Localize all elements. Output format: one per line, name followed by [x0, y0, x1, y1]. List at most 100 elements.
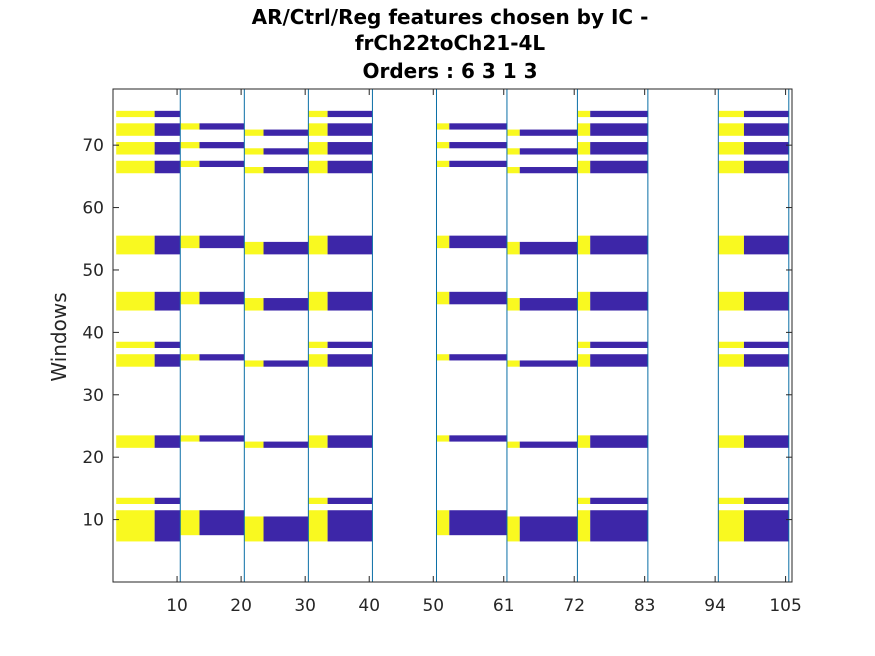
- heatmap-cells: [116, 110, 789, 542]
- heatmap-cell-blue: [327, 341, 373, 348]
- heatmap-cell-blue: [154, 510, 181, 542]
- heatmap-cell-yellow: [244, 241, 264, 255]
- heatmap-cell-blue: [590, 497, 648, 504]
- heatmap-cell-yellow: [577, 142, 591, 155]
- heatmap-cell-blue: [743, 110, 789, 118]
- heatmap-cell-blue: [590, 110, 648, 118]
- heatmap-cell-blue: [743, 435, 789, 448]
- x-tick-label: 105: [769, 596, 801, 616]
- heatmap-cell-blue: [449, 235, 507, 249]
- heatmap-cell-blue: [590, 291, 648, 311]
- heatmap-cell-blue: [327, 291, 373, 311]
- heatmap-cell-blue: [327, 142, 373, 155]
- heatmap-cell-yellow: [244, 441, 264, 448]
- heatmap-cell-yellow: [180, 160, 200, 168]
- x-tick-label: 72: [563, 596, 585, 616]
- heatmap-cell-yellow: [718, 291, 744, 311]
- heatmap-cell-blue: [199, 142, 245, 149]
- heatmap-cell-yellow: [577, 510, 591, 542]
- heatmap-cell-blue: [519, 441, 578, 448]
- column-separators: [179, 89, 790, 582]
- heatmap-cell-yellow: [308, 497, 328, 504]
- y-axis-label: Windows: [47, 292, 71, 381]
- heatmap-cell-yellow: [244, 148, 264, 155]
- heatmap-cell-blue: [199, 510, 245, 536]
- heatmap-cell-yellow: [506, 441, 520, 448]
- heatmap-cell-yellow: [116, 142, 155, 155]
- y-tick-label: 60: [82, 199, 104, 219]
- heatmap-cell-blue: [519, 360, 578, 367]
- heatmap-cell-yellow: [244, 360, 264, 367]
- heatmap-cell-yellow: [436, 291, 450, 305]
- x-tick-label: 50: [422, 596, 444, 616]
- plot-box: [112, 88, 793, 583]
- heatmap-cell-yellow: [436, 123, 450, 130]
- heatmap-cell-yellow: [116, 341, 155, 348]
- heatmap-cell-yellow: [436, 142, 450, 149]
- heatmap-cell-blue: [449, 510, 507, 536]
- heatmap-cell-blue: [199, 354, 245, 361]
- heatmap-cell-blue: [199, 291, 245, 305]
- heatmap-cell-yellow: [718, 497, 744, 504]
- heatmap-cell-blue: [327, 123, 373, 136]
- heatmap-cell-yellow: [577, 354, 591, 367]
- heatmap-cell-yellow: [308, 354, 328, 367]
- heatmap-cell-yellow: [718, 510, 744, 542]
- heatmap-cell-yellow: [718, 110, 744, 118]
- x-tick-label: 30: [294, 596, 316, 616]
- heatmap-cell-blue: [327, 435, 373, 448]
- heatmap-cell-blue: [199, 235, 245, 249]
- heatmap-cell-yellow: [577, 435, 591, 448]
- heatmap-cell-yellow: [116, 354, 155, 367]
- heatmap-cell-blue: [519, 241, 578, 255]
- heatmap-cell-yellow: [180, 142, 200, 149]
- heatmap-cell-blue: [519, 148, 578, 155]
- heatmap-cell-blue: [519, 129, 578, 136]
- y-tick-label: 30: [82, 386, 104, 406]
- heatmap-cell-blue: [590, 435, 648, 448]
- heatmap-cell-yellow: [506, 167, 520, 174]
- heatmap-cell-yellow: [308, 341, 328, 348]
- heatmap-cell-blue: [199, 160, 245, 168]
- heatmap-cell-yellow: [577, 341, 591, 348]
- heatmap-cell-yellow: [577, 110, 591, 118]
- y-tick-label: 40: [82, 323, 104, 343]
- y-tick-label: 50: [82, 261, 104, 281]
- heatmap-cell-blue: [154, 160, 181, 174]
- heatmap-cell-blue: [327, 497, 373, 504]
- heatmap-cell-yellow: [577, 291, 591, 311]
- heatmap-cell-blue: [263, 360, 309, 367]
- heatmap-cell-yellow: [308, 123, 328, 136]
- chart-title-line-3: Orders : 6 3 1 3: [363, 59, 538, 83]
- heatmap-cell-yellow: [436, 235, 450, 249]
- heatmap-cell-blue: [590, 160, 648, 174]
- heatmap-cell-blue: [743, 510, 789, 542]
- heatmap-cell-yellow: [308, 142, 328, 155]
- heatmap-cell-blue: [590, 354, 648, 367]
- heatmap-cell-yellow: [436, 510, 450, 536]
- heatmap-cell-blue: [743, 160, 789, 174]
- heatmap-cell-yellow: [180, 354, 200, 361]
- heatmap-cell-blue: [263, 129, 309, 136]
- heatmap-cell-blue: [743, 235, 789, 255]
- heatmap-cell-yellow: [506, 360, 520, 367]
- heatmap-cell-blue: [327, 110, 373, 118]
- heatmap-cell-yellow: [116, 510, 155, 542]
- x-tick-label: 61: [493, 596, 515, 616]
- heatmap-cell-yellow: [244, 516, 264, 542]
- heatmap-cell-blue: [590, 123, 648, 136]
- heatmap-cell-blue: [154, 123, 181, 136]
- heatmap-cell-blue: [263, 241, 309, 255]
- chart-title-line-2: frCh22toCh21-4L: [355, 31, 546, 55]
- heatmap-cell-yellow: [718, 160, 744, 174]
- heatmap-cell-yellow: [180, 510, 200, 536]
- heatmap-cell-blue: [154, 110, 181, 118]
- heatmap-cell-blue: [199, 435, 245, 442]
- heatmap-cell-blue: [154, 341, 181, 348]
- heatmap-cell-blue: [154, 435, 181, 448]
- heatmap-cell-blue: [154, 497, 181, 504]
- heatmap-cell-blue: [154, 142, 181, 155]
- heatmap-cell-blue: [743, 354, 789, 367]
- heatmap-cell-blue: [154, 235, 181, 255]
